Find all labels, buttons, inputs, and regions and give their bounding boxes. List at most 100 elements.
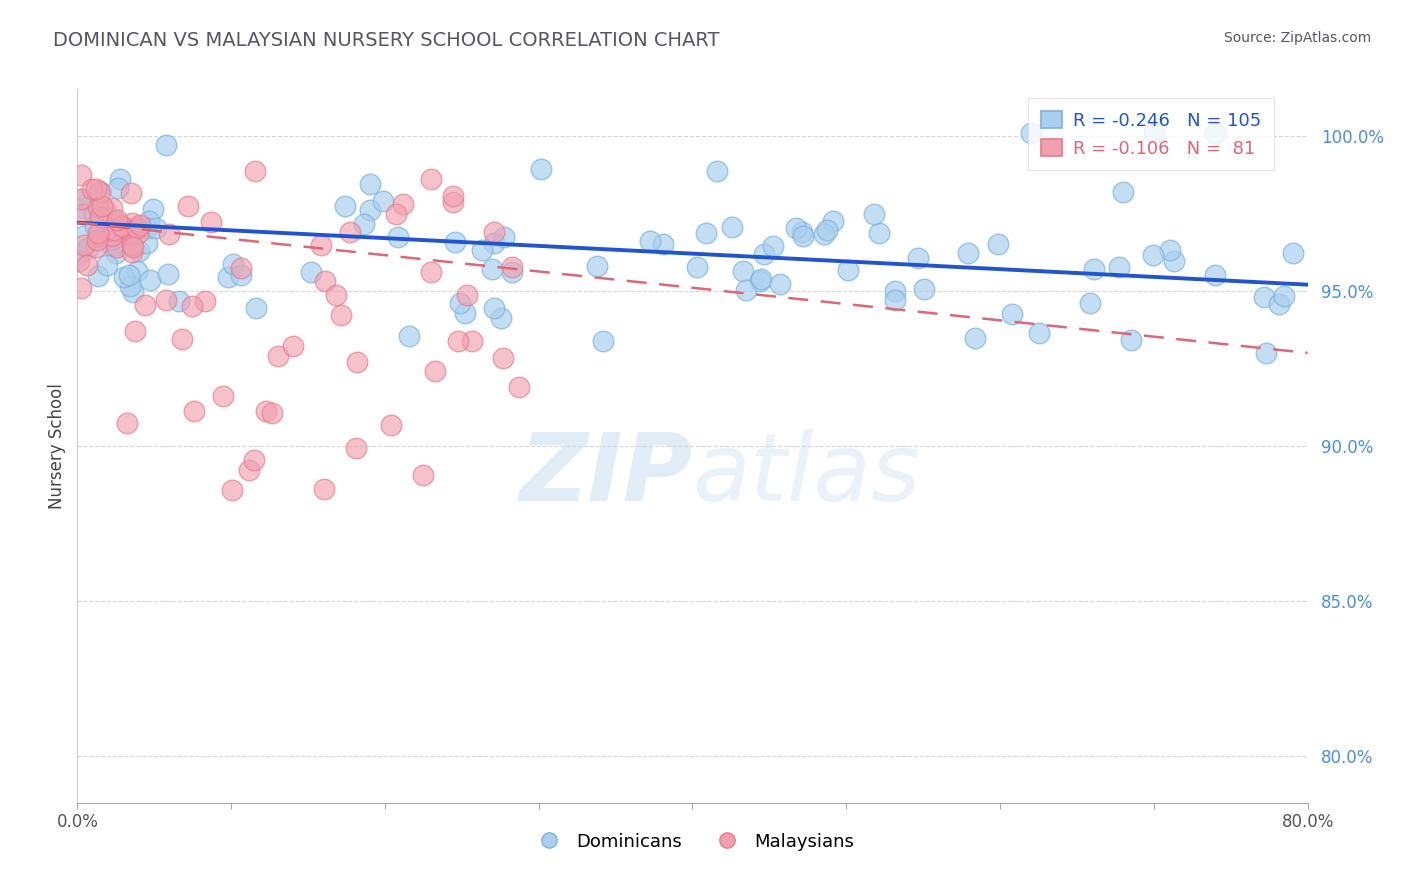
Point: [1204, 268, 1226, 282]
Point: [121, 240, 143, 254]
Point: [76, 258, 98, 272]
Point: [231, 261, 253, 276]
Point: [103, 223, 125, 237]
Text: ZIP: ZIP: [520, 428, 693, 521]
Point: [359, 203, 381, 218]
Point: [1108, 260, 1130, 274]
Point: [1078, 296, 1101, 310]
Point: [1028, 326, 1050, 340]
Point: [346, 355, 368, 369]
Point: [987, 237, 1010, 252]
Point: [245, 301, 267, 315]
Point: [69, 192, 91, 206]
Point: [1001, 307, 1024, 321]
Point: [222, 257, 245, 271]
Point: [749, 274, 772, 288]
Point: [281, 339, 304, 353]
Point: [118, 227, 141, 242]
Point: [86, 226, 108, 240]
Point: [73, 238, 96, 252]
Point: [69, 254, 91, 268]
Point: [72, 229, 94, 244]
Point: [121, 238, 143, 252]
Point: [501, 260, 523, 274]
Point: [380, 417, 402, 432]
Point: [167, 293, 190, 308]
Point: [1253, 290, 1275, 304]
Point: [301, 265, 323, 279]
Point: [72, 202, 94, 216]
Point: [790, 225, 813, 239]
Point: [100, 238, 122, 252]
Point: [72, 192, 94, 206]
Point: [243, 453, 266, 467]
Point: [89, 210, 111, 224]
Point: [530, 162, 553, 177]
Point: [103, 221, 125, 235]
Point: [720, 220, 742, 235]
Point: [734, 283, 756, 297]
Point: [1111, 186, 1133, 200]
Point: [89, 184, 111, 198]
Point: [344, 442, 367, 456]
Point: [170, 332, 193, 346]
Text: Source: ZipAtlas.com: Source: ZipAtlas.com: [1223, 31, 1371, 45]
Point: [461, 334, 484, 349]
Point: [339, 226, 361, 240]
Point: [121, 244, 143, 259]
Point: [211, 389, 233, 403]
Point: [231, 268, 253, 282]
Point: [883, 293, 905, 308]
Point: [586, 260, 609, 274]
Point: [1254, 346, 1277, 360]
Point: [769, 277, 792, 291]
Point: [72, 207, 94, 221]
Point: [136, 236, 159, 251]
Point: [128, 244, 150, 259]
Point: [444, 235, 467, 249]
Point: [107, 238, 129, 252]
Point: [965, 331, 987, 345]
Point: [792, 229, 814, 244]
Point: [420, 265, 443, 279]
Point: [392, 197, 415, 211]
Point: [260, 406, 283, 420]
Point: [107, 180, 129, 194]
Point: [138, 214, 160, 228]
Point: [70, 168, 93, 182]
Point: [124, 222, 146, 236]
Point: [592, 334, 614, 349]
Point: [118, 268, 141, 283]
Point: [508, 380, 530, 394]
Point: [101, 232, 124, 246]
Point: [238, 463, 260, 477]
Point: [706, 163, 728, 178]
Point: [312, 482, 335, 496]
Point: [128, 218, 150, 232]
Point: [200, 215, 222, 229]
Point: [371, 194, 394, 209]
Point: [157, 227, 180, 241]
Point: [907, 251, 929, 265]
Point: [145, 220, 167, 235]
Point: [733, 263, 755, 277]
Point: [156, 268, 179, 282]
Point: [815, 223, 838, 237]
Point: [243, 164, 266, 178]
Point: [482, 236, 505, 251]
Point: [183, 404, 205, 418]
Point: [385, 207, 408, 221]
Point: [749, 272, 772, 286]
Point: [492, 351, 515, 365]
Point: [1159, 243, 1181, 257]
Point: [1142, 248, 1164, 262]
Point: [638, 234, 661, 248]
Text: atlas: atlas: [693, 429, 921, 520]
Point: [84, 219, 107, 233]
Point: [398, 328, 420, 343]
Point: [104, 215, 127, 229]
Point: [652, 237, 675, 252]
Y-axis label: Nursery School: Nursery School: [48, 383, 66, 509]
Point: [104, 246, 127, 260]
Point: [82, 182, 104, 196]
